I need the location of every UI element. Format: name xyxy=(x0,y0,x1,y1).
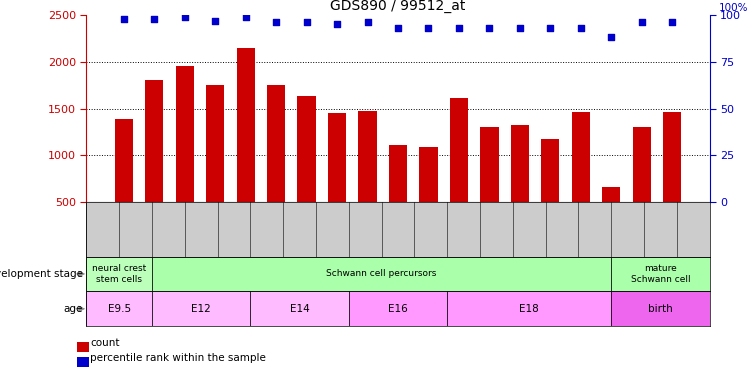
Text: E14: E14 xyxy=(290,304,309,314)
Point xyxy=(423,25,435,31)
Bar xyxy=(297,96,315,249)
Bar xyxy=(572,112,590,249)
Text: E18: E18 xyxy=(520,304,539,314)
Bar xyxy=(602,187,620,249)
Point xyxy=(514,25,526,31)
Point xyxy=(210,18,222,24)
Bar xyxy=(77,342,89,352)
Point xyxy=(636,20,648,26)
Point xyxy=(118,16,130,22)
Point xyxy=(270,20,282,26)
Text: development stage: development stage xyxy=(0,269,83,279)
Bar xyxy=(389,145,407,249)
Bar xyxy=(115,119,133,249)
Bar xyxy=(611,291,710,326)
Bar xyxy=(86,256,152,291)
Point xyxy=(361,20,373,26)
Bar xyxy=(450,98,468,249)
Point xyxy=(148,16,160,22)
Point xyxy=(179,14,191,20)
Bar xyxy=(511,125,529,249)
Bar xyxy=(237,48,255,249)
Bar xyxy=(77,357,89,367)
Bar xyxy=(419,147,438,249)
Text: percentile rank within the sample: percentile rank within the sample xyxy=(90,353,266,363)
Text: E16: E16 xyxy=(388,304,408,314)
Bar xyxy=(348,291,448,326)
Point xyxy=(392,25,404,31)
Text: E9.5: E9.5 xyxy=(107,304,131,314)
Point xyxy=(240,14,252,20)
Bar xyxy=(663,112,681,249)
Bar xyxy=(328,113,346,249)
Text: age: age xyxy=(63,304,83,314)
Point xyxy=(544,25,556,31)
Bar xyxy=(250,291,348,326)
Point xyxy=(300,20,312,26)
Bar xyxy=(541,138,559,249)
Point xyxy=(484,25,496,31)
Bar xyxy=(267,85,285,249)
Point xyxy=(605,34,617,40)
Point xyxy=(666,20,678,26)
Point xyxy=(575,25,587,31)
Bar xyxy=(481,127,499,249)
Bar xyxy=(152,256,611,291)
Bar xyxy=(358,111,377,249)
Point xyxy=(453,25,465,31)
Text: neural crest
stem cells: neural crest stem cells xyxy=(92,264,146,284)
Bar xyxy=(632,127,651,249)
Title: GDS890 / 99512_at: GDS890 / 99512_at xyxy=(330,0,466,13)
Text: mature
Schwann cell: mature Schwann cell xyxy=(631,264,690,284)
Bar xyxy=(152,291,250,326)
Bar xyxy=(86,291,152,326)
Bar xyxy=(448,291,611,326)
Text: birth: birth xyxy=(648,304,673,314)
Text: E12: E12 xyxy=(192,304,211,314)
Bar xyxy=(611,256,710,291)
Bar xyxy=(206,85,225,249)
Point xyxy=(331,21,343,27)
Bar xyxy=(176,66,194,249)
Text: Schwann cell percursors: Schwann cell percursors xyxy=(327,269,437,278)
Text: count: count xyxy=(90,338,119,348)
Text: 100%: 100% xyxy=(719,3,749,13)
Bar xyxy=(145,81,164,249)
